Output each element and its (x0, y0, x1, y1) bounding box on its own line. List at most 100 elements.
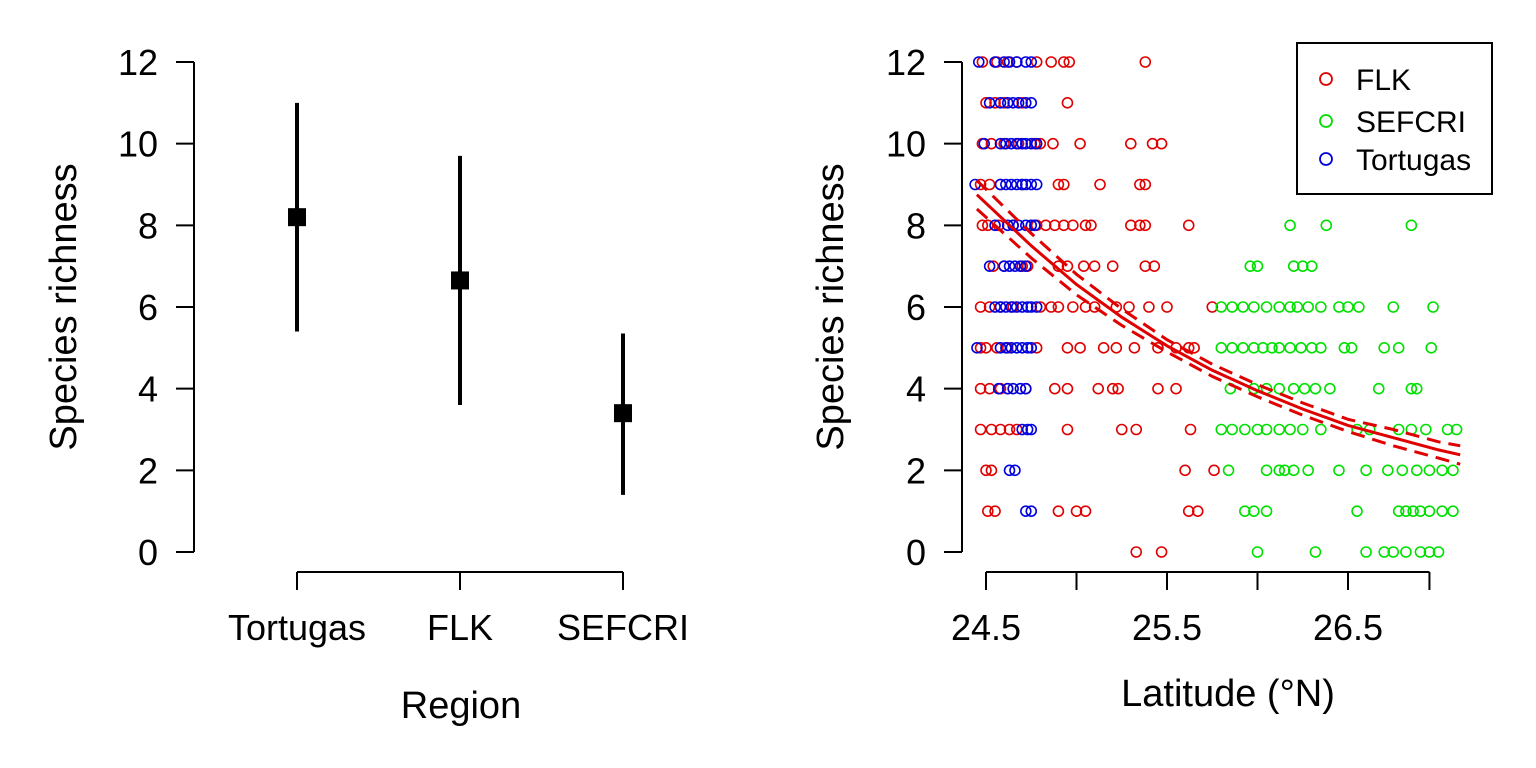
point-sefcri (1360, 546, 1372, 558)
point-sefcri (1244, 260, 1257, 272)
point-flk (1003, 423, 1016, 436)
right-x-axis-title: Latitude (°N) (1121, 673, 1335, 715)
point-flk (1130, 423, 1143, 436)
point-flk (1152, 382, 1164, 395)
point-sefcri (1338, 342, 1351, 354)
point-tortugas (1014, 260, 1027, 272)
point-tortugas (1010, 342, 1023, 354)
point-tortugas (1005, 301, 1018, 313)
point-tortugas (1010, 56, 1023, 68)
point-flk (991, 342, 1003, 354)
point-tortugas (1025, 178, 1038, 191)
left-y-tick-label: 4 (138, 369, 158, 410)
point-sefcri (1378, 342, 1390, 354)
point-sefcri (1309, 546, 1322, 558)
point-sefcri (1284, 301, 1296, 313)
point-flk (998, 97, 1010, 109)
point-flk (1125, 137, 1137, 150)
point-flk (1110, 342, 1123, 354)
point-sefcri (1273, 382, 1286, 395)
point-tortugas (971, 342, 983, 354)
point-sefcri (1396, 464, 1409, 477)
point-sefcri (1298, 382, 1311, 395)
point-tortugas (1000, 301, 1012, 313)
point-tortugas (978, 137, 990, 150)
point-sefcri (1260, 423, 1273, 436)
point-sefcri (1251, 260, 1264, 272)
point-tortugas (1005, 178, 1018, 191)
point-tortugas (1020, 97, 1032, 109)
point-sefcri (1306, 342, 1318, 354)
right-y-axis: 0 2 4 6 8 10 12 (886, 42, 963, 573)
point-flk (1182, 219, 1195, 232)
point-flk (985, 423, 998, 436)
point-sefcri (1273, 423, 1286, 436)
point-tortugas (1025, 505, 1038, 517)
point-sefcri (1432, 546, 1445, 558)
mean-marker-tortugas (288, 208, 306, 227)
point-tortugas (1016, 423, 1029, 436)
point-tortugas (1000, 178, 1012, 191)
point-tortugas (1009, 464, 1021, 477)
point-flk (1155, 546, 1168, 558)
point-tortugas (1030, 301, 1043, 313)
legend: FLK SEFCRI Tortugas (1296, 42, 1493, 195)
point-sefcri (1450, 423, 1463, 436)
point-flk (1034, 137, 1047, 150)
point-flk (1106, 382, 1119, 395)
point-tortugas (1020, 178, 1032, 191)
point-sefcri (1302, 464, 1314, 477)
point-sefcri (1257, 342, 1269, 354)
point-tortugas (989, 301, 1001, 313)
fit-ci-lower (975, 207, 1461, 466)
point-tortugas (1020, 260, 1032, 272)
legend-label-tortugas: Tortugas (1356, 144, 1471, 177)
point-flk (1139, 219, 1152, 232)
point-tortugas (994, 301, 1007, 313)
point-sefcri (1315, 301, 1327, 313)
point-sefcri (1405, 219, 1418, 232)
point-sefcri (1405, 382, 1418, 395)
point-sefcri (1392, 505, 1405, 517)
right-y-tick-label: 2 (906, 450, 926, 491)
point-tortugas (1020, 137, 1032, 150)
point-sefcri (1309, 382, 1322, 395)
point-flk (1184, 423, 1197, 436)
point-flk (1125, 219, 1137, 232)
point-tortugas (989, 56, 1001, 68)
point-flk (1061, 342, 1074, 354)
point-tortugas (994, 178, 1007, 191)
point-sefcri (1284, 342, 1296, 354)
point-flk (1146, 137, 1159, 150)
point-tortugas (1030, 137, 1043, 150)
left-y-tick-label: 10 (118, 124, 158, 165)
point-sefcri (1360, 464, 1372, 477)
point-tortugas (998, 56, 1010, 68)
point-flk (1048, 382, 1061, 395)
point-tortugas (1021, 423, 1034, 436)
point-tortugas (972, 56, 985, 68)
point-sefcri (1273, 464, 1286, 477)
left-errorbars (288, 102, 632, 495)
right-x-axis: 24.5 25.5 26.5 (951, 571, 1431, 648)
point-sefcri (1215, 342, 1228, 354)
point-flk (1123, 301, 1135, 313)
point-flk (1077, 260, 1090, 272)
point-sefcri (1291, 301, 1304, 313)
point-sefcri (1447, 464, 1459, 477)
left-y-tick-label: 0 (138, 532, 158, 573)
point-sefcri (1410, 464, 1423, 477)
point-sefcri (1372, 382, 1385, 395)
point-sefcri (1226, 301, 1238, 313)
point-flk (1047, 137, 1059, 150)
point-sefcri (1287, 260, 1300, 272)
point-sefcri (1342, 301, 1354, 313)
point-tortugas (1014, 382, 1027, 395)
point-flk (1115, 423, 1128, 436)
point-flk (1079, 505, 1092, 517)
point-flk (1088, 260, 1101, 272)
point-sefcri (1436, 464, 1448, 477)
point-sefcri (1266, 342, 1278, 354)
fit-ci-upper (975, 179, 1461, 448)
point-flk (1170, 382, 1182, 395)
